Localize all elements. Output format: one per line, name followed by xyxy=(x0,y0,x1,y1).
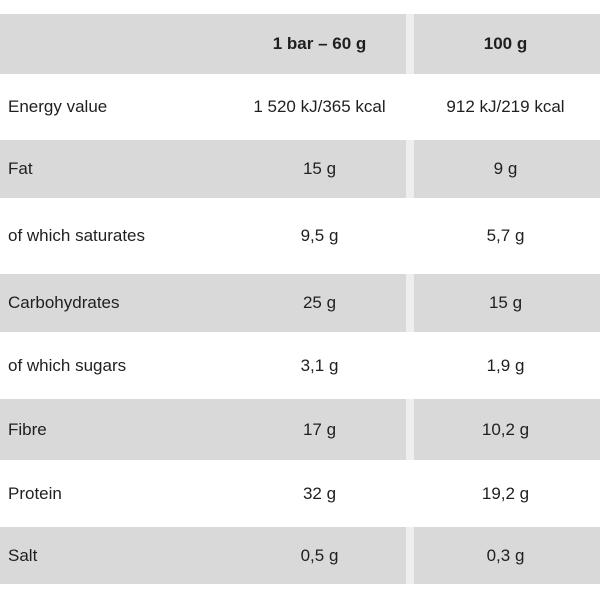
value-per-100g: 19,2 g xyxy=(481,483,530,503)
row-label: Carbohydrates xyxy=(8,293,120,312)
value-per-bar: 32 g xyxy=(302,483,337,503)
value-per-100g: 1,9 g xyxy=(486,355,525,375)
value-per-100g: 0,3 g xyxy=(486,545,525,565)
table-row: Energy value 1 520 kJ/365 kcal 912 kJ/21… xyxy=(0,74,600,140)
value-per-bar: 25 g xyxy=(302,293,337,312)
table-row: Protein 32 g 19,2 g xyxy=(0,460,600,527)
value-per-100g: 15 g xyxy=(488,293,523,312)
header-per-bar: 1 bar – 60 g xyxy=(272,34,367,53)
table-row: Carbohydrates 25 g 15 g xyxy=(0,274,600,332)
value-per-bar: 1 520 kJ/365 kcal xyxy=(253,97,386,116)
value-per-bar: 0,5 g xyxy=(300,545,339,565)
row-label: Energy value xyxy=(8,97,108,116)
row-label: Fibre xyxy=(8,419,47,439)
value-per-bar: 17 g xyxy=(302,419,337,439)
table-row: of which saturates 9,5 g 5,7 g xyxy=(0,198,600,274)
value-per-100g: 9 g xyxy=(493,159,518,178)
table-header-row: 1 bar – 60 g 100 g xyxy=(0,14,600,74)
row-label: Salt xyxy=(8,545,38,565)
value-per-100g: 5,7 g xyxy=(486,226,525,245)
top-spacer xyxy=(0,0,600,14)
value-per-bar: 3,1 g xyxy=(300,355,339,375)
row-label: Protein xyxy=(8,483,62,503)
row-label: of which sugars xyxy=(8,355,127,375)
value-per-bar: 9,5 g xyxy=(300,226,339,245)
row-label: Fat xyxy=(8,159,33,178)
value-per-100g: 912 kJ/219 kcal xyxy=(446,97,565,116)
table-row: Fat 15 g 9 g xyxy=(0,140,600,198)
table-row: of which sugars 3,1 g 1,9 g xyxy=(0,332,600,399)
row-label: of which saturates xyxy=(8,226,146,245)
value-per-100g: 10,2 g xyxy=(481,419,530,439)
value-per-bar: 15 g xyxy=(302,159,337,178)
table-row: Salt 0,5 g 0,3 g xyxy=(0,527,600,584)
table-body: Energy value 1 520 kJ/365 kcal 912 kJ/21… xyxy=(0,74,600,584)
header-per-100g: 100 g xyxy=(483,34,528,53)
table-row: Fibre 17 g 10,2 g xyxy=(0,399,600,460)
